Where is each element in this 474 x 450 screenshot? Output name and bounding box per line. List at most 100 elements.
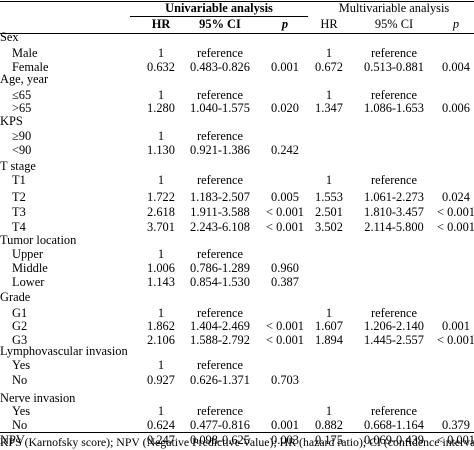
cell-uci: reference bbox=[196, 46, 244, 60]
cell-uhr: 1.722 bbox=[147, 190, 175, 204]
cell-uhr: 1.143 bbox=[147, 275, 175, 289]
cell-uci: 1.404-2.469 bbox=[190, 319, 250, 333]
cell-up: 0.242 bbox=[271, 143, 299, 157]
cell-mci: reference bbox=[370, 46, 418, 60]
row-sublabel: >65 bbox=[12, 101, 32, 115]
cell-mci: 2.114-5.800 bbox=[364, 220, 424, 234]
row-sublabel: T2 bbox=[12, 190, 26, 204]
cell-mci: reference bbox=[370, 404, 418, 418]
cell-up: 0.005 bbox=[271, 190, 299, 204]
cell-mhr: 1 bbox=[325, 306, 333, 320]
table-footnote: KPS (Karnofsky score); NPV (Negative Pre… bbox=[0, 435, 474, 449]
cell-uhr: 1 bbox=[157, 404, 165, 418]
row-variable-label: Grade bbox=[0, 290, 31, 304]
row-sublabel: T4 bbox=[12, 220, 26, 234]
cell-up: < 0.001 bbox=[266, 333, 304, 347]
cell-uci: reference bbox=[196, 88, 244, 102]
cell-uci: 0.786-1.289 bbox=[190, 261, 250, 275]
cell-mci: 0.069-0.439 bbox=[364, 433, 424, 447]
cell-mp: 0.379 bbox=[442, 418, 470, 432]
header-multi-ci: 95% CI bbox=[374, 17, 414, 31]
cell-mhr: 1 bbox=[325, 88, 333, 102]
cell-uhr: 1.280 bbox=[147, 101, 175, 115]
cell-uci: 0.626-1.371 bbox=[190, 373, 250, 387]
cell-mp: 0.001 bbox=[442, 319, 470, 333]
cell-up: 0.003 bbox=[271, 433, 299, 447]
cell-uci: 1.588-2.792 bbox=[190, 333, 250, 347]
cell-mci: 1.061-2.273 bbox=[364, 190, 424, 204]
row-variable-label: NPV bbox=[0, 433, 25, 447]
cell-mhr: 1.553 bbox=[315, 190, 343, 204]
cell-mhr: 1 bbox=[325, 173, 333, 187]
cell-uci: reference bbox=[196, 173, 244, 187]
cell-mci: reference bbox=[370, 173, 418, 187]
cell-uhr: 1.130 bbox=[147, 143, 175, 157]
cell-up: < 0.001 bbox=[266, 220, 304, 234]
cell-uci: 0.921-1.386 bbox=[190, 143, 250, 157]
cell-uhr: 1 bbox=[157, 88, 165, 102]
header-univariable: Univariable analysis bbox=[165, 1, 273, 15]
cell-uhr: 0.247 bbox=[147, 433, 175, 447]
cell-up: 0.001 bbox=[271, 60, 299, 74]
row-sublabel: <90 bbox=[12, 143, 32, 157]
cell-mhr: 3.502 bbox=[315, 220, 343, 234]
table-top-rule bbox=[0, 1, 474, 2]
cell-mci: 1.086-1.653 bbox=[364, 101, 424, 115]
cell-mp: 0.004 bbox=[442, 60, 470, 74]
cell-mci: reference bbox=[370, 88, 418, 102]
cell-uhr: 1.862 bbox=[147, 319, 175, 333]
cell-mp: < 0.001 bbox=[437, 333, 474, 347]
table-header-rule bbox=[0, 33, 474, 34]
cell-mci: 0.668-1.164 bbox=[364, 418, 424, 432]
cell-up: 0.703 bbox=[271, 373, 299, 387]
row-sublabel: ≥90 bbox=[12, 129, 32, 143]
row-sublabel: G1 bbox=[12, 306, 28, 320]
cell-uhr: 0.624 bbox=[147, 418, 175, 432]
cell-mhr: 0.882 bbox=[315, 418, 343, 432]
cell-mhr: 1 bbox=[325, 46, 333, 60]
cell-mp: < 0.001 bbox=[437, 220, 474, 234]
row-variable-label: Age, year bbox=[0, 72, 49, 86]
cell-uci: 1.040-1.575 bbox=[190, 101, 250, 115]
cell-up: 0.960 bbox=[271, 261, 299, 275]
cell-uhr: 0.927 bbox=[147, 373, 175, 387]
row-sublabel: G2 bbox=[12, 319, 28, 333]
cell-mci: 1.810-3.457 bbox=[364, 205, 424, 219]
cell-uci: 2.243-6.108 bbox=[190, 220, 250, 234]
cell-mp: < 0.001 bbox=[437, 205, 474, 219]
row-variable-label: Nerve invasion bbox=[0, 391, 76, 405]
table-bottom-rule bbox=[0, 432, 474, 433]
cell-up: 0.020 bbox=[271, 101, 299, 115]
cell-uhr: 1 bbox=[157, 129, 165, 143]
cell-uci: 1.183-2.507 bbox=[190, 190, 250, 204]
row-sublabel: No bbox=[12, 418, 28, 432]
row-variable-label: KPS bbox=[0, 114, 23, 128]
cell-mhr: 1 bbox=[325, 404, 333, 418]
cell-mhr: 2.501 bbox=[315, 205, 343, 219]
cell-uhr: 1 bbox=[157, 306, 165, 320]
row-variable-label: T stage bbox=[0, 159, 36, 173]
cell-uci: 0.854-1.530 bbox=[190, 275, 250, 289]
row-sublabel: Female bbox=[12, 60, 49, 74]
row-variable-label: Sex bbox=[0, 30, 19, 44]
cell-uhr: 0.632 bbox=[147, 60, 175, 74]
cell-mhr: 1.607 bbox=[315, 319, 343, 333]
header-uni-hr: HR bbox=[151, 17, 171, 31]
row-variable-label: Lymphovascular invasion bbox=[0, 344, 128, 358]
cell-uci: 0.098-0.625 bbox=[190, 433, 250, 447]
cell-uci: 0.483-0.826 bbox=[190, 60, 250, 74]
cell-uhr: 2.106 bbox=[147, 333, 175, 347]
cell-uhr: 1 bbox=[157, 46, 165, 60]
cell-uci: reference bbox=[196, 247, 244, 261]
row-sublabel: ≤65 bbox=[12, 88, 32, 102]
cell-uhr: 1 bbox=[157, 358, 165, 372]
row-sublabel: No bbox=[12, 373, 28, 387]
header-multi-p: p bbox=[452, 17, 460, 31]
row-variable-label: Tumor location bbox=[0, 233, 77, 247]
row-sublabel: G3 bbox=[12, 333, 28, 347]
cell-mhr: 1.347 bbox=[315, 101, 343, 115]
cell-mci: 0.513-0.881 bbox=[364, 60, 424, 74]
row-sublabel: Middle bbox=[12, 261, 48, 275]
cell-mci: 1.206-2.140 bbox=[364, 319, 424, 333]
header-uni-ci: 95% CI bbox=[199, 17, 241, 31]
